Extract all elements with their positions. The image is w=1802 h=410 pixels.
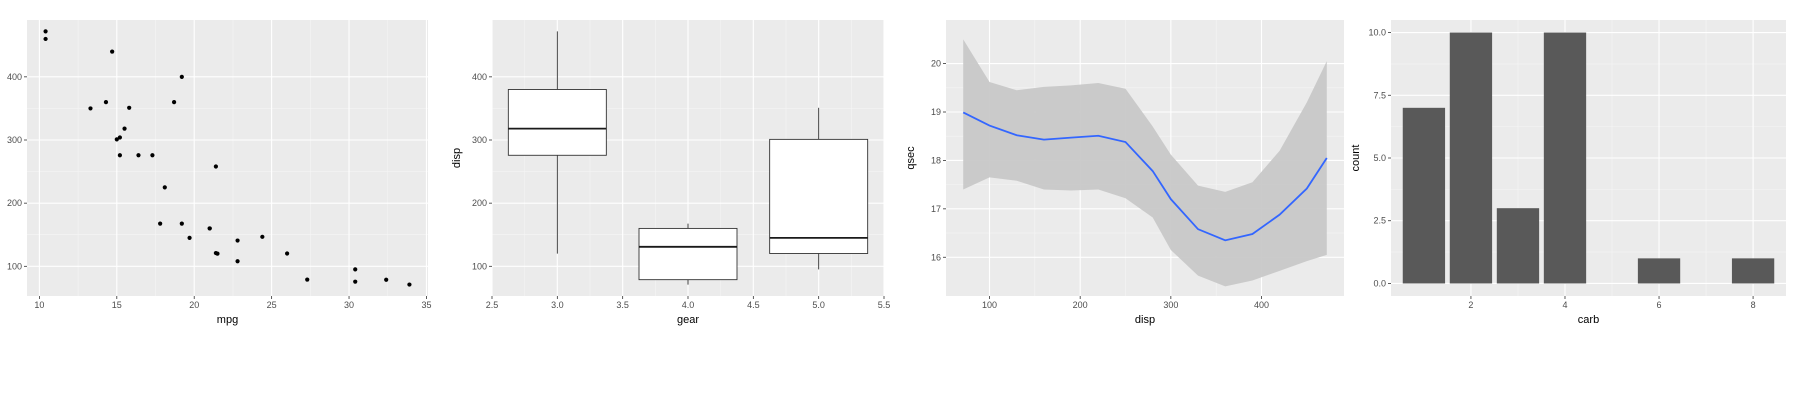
data-point [103, 100, 109, 105]
data-point [158, 221, 163, 226]
y-tick-label: 19 [931, 107, 941, 117]
y-tick-label: 100 [472, 261, 487, 271]
bar [1449, 32, 1493, 284]
box-body [638, 227, 738, 281]
bar [1402, 107, 1446, 284]
x-tick-label: 300 [1163, 300, 1178, 310]
y-tick-label: 400 [7, 72, 22, 82]
data-point [114, 137, 119, 142]
data-point [127, 105, 132, 110]
box-body [507, 89, 607, 156]
data-point [353, 279, 358, 284]
x-tick-label: 6 [1657, 300, 1662, 310]
data-point [162, 185, 167, 190]
bar [1543, 32, 1587, 284]
x-tick-label: 4 [1562, 300, 1567, 310]
chart-panel-4: 2 4 6 8 0.0 2.5 5.0 7.5 10.0 carb count [1350, 20, 1786, 326]
y-axis-title: count [1350, 145, 1362, 172]
y-tick-label: 7.5 [1373, 90, 1386, 100]
y-tick-label: 2.5 [1373, 216, 1386, 226]
data-point [179, 74, 184, 79]
data-point [179, 221, 184, 226]
data-point [285, 251, 290, 256]
x-tick-label: 3.0 [551, 300, 564, 310]
x-tick-label: 4.0 [682, 300, 695, 310]
x-tick-label: 2.5 [486, 300, 499, 310]
x-tick-label: 400 [1254, 300, 1269, 310]
y-tick-label: 17 [931, 204, 941, 214]
data-point [187, 235, 192, 240]
x-tick-label: 4.5 [747, 300, 760, 310]
y-tick-label: 20 [931, 59, 941, 69]
x-tick-label: 25 [267, 300, 277, 310]
x-axis-title: mpg [217, 314, 238, 326]
plot-panel-background [27, 20, 428, 296]
y-tick-label: 300 [7, 135, 22, 145]
x-tick-label: 100 [982, 300, 997, 310]
data-point [117, 153, 122, 158]
data-point [235, 259, 240, 264]
y-tick-label: 18 [931, 155, 941, 165]
y-tick-label: 200 [472, 198, 487, 208]
data-point [235, 238, 240, 243]
x-tick-label: 5.5 [878, 300, 891, 310]
data-point [384, 277, 389, 282]
data-point [213, 164, 218, 169]
x-tick-label: 15 [112, 300, 122, 310]
x-tick-label: 2 [1468, 300, 1473, 310]
data-point [43, 36, 48, 42]
data-point [213, 250, 218, 256]
y-tick-label: 16 [931, 252, 941, 262]
smooth-line [962, 111, 1328, 242]
x-tick-label: 10 [34, 300, 44, 310]
chart-panel-2: 2.5 3.0 3.5 4.0 4.5 5.0 5.5 100 200 300 400 gear dis… [451, 20, 890, 326]
y-tick-label: 10.0 [1368, 28, 1386, 38]
x-tick-label: 200 [1073, 300, 1088, 310]
data-point [150, 153, 155, 158]
data-point [353, 267, 358, 272]
box-body [769, 138, 869, 254]
y-tick-label: 0.0 [1373, 278, 1386, 288]
bar [1637, 258, 1681, 284]
y-tick-label: 400 [472, 72, 487, 82]
x-tick-label: 30 [344, 300, 354, 310]
chart-panel-3: 100 200 300 400 16 17 18 19 20 disp qsec [905, 20, 1344, 326]
chart-panel-1: 101520253035100200300400mpgdisp [7, 20, 431, 326]
data-point [136, 153, 141, 158]
data-point [260, 234, 265, 239]
y-tick-label: 300 [472, 135, 487, 145]
x-tick-label: 5.0 [812, 300, 825, 310]
data-point [122, 126, 127, 131]
data-point [43, 29, 48, 34]
bar [1496, 208, 1540, 284]
data-point [407, 282, 412, 287]
x-axis-title: disp [1135, 314, 1155, 326]
y-tick-label: 200 [7, 198, 22, 208]
y-tick-label: 100 [7, 261, 22, 271]
data-point [207, 226, 212, 231]
x-tick-label: 3.5 [616, 300, 629, 310]
bar [1731, 258, 1775, 284]
data-point [88, 106, 93, 111]
x-axis-title: carb [1578, 314, 1599, 326]
data-point [171, 100, 177, 105]
x-axis-title: gear [677, 314, 699, 326]
data-point [117, 135, 122, 140]
y-axis-title: disp [451, 148, 463, 168]
x-tick-label: 8 [1751, 300, 1756, 310]
y-axis-title: qsec [905, 146, 917, 170]
data-point [110, 49, 115, 54]
y-tick-label: 5.0 [1373, 153, 1386, 163]
x-tick-label: 20 [189, 300, 199, 310]
data-point [305, 277, 310, 282]
x-tick-label: 35 [421, 300, 431, 310]
